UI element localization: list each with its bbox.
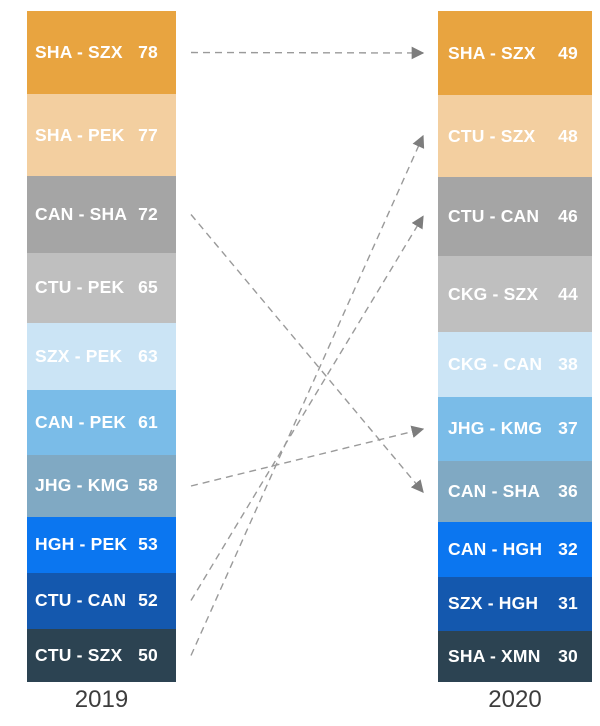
flow-arrow-CAN-SHA (190, 214, 424, 493)
route-value: 44 (558, 283, 578, 304)
route-value: 38 (558, 354, 578, 375)
route-segment-2020-JHG-KMG: JHG - KMG 37 (438, 397, 592, 461)
flow-arrow-CTU-SZX (190, 134, 425, 656)
route-label: CAN - HGH (448, 539, 543, 560)
route-label: CTU - SZX (35, 644, 123, 665)
route-value: 63 (138, 345, 158, 366)
route-label: CTU - CAN (35, 590, 127, 611)
route-label: CAN - SHA (35, 204, 128, 225)
route-segment-2020-CAN-HGH: CAN - HGH 32 (438, 522, 592, 578)
route-segment-2020-SHA-XMN: SHA - XMN 30 (438, 630, 592, 683)
route-value: 49 (558, 42, 578, 63)
route-label: SHA - PEK (35, 124, 125, 145)
route-value: 30 (558, 645, 578, 666)
route-value: 37 (558, 418, 578, 439)
route-value: 72 (138, 204, 158, 225)
route-segment-2019-CTU-CAN: CTU - CAN 52 (27, 573, 176, 629)
flow-arrow-CTU-CAN (190, 215, 424, 601)
route-value: 50 (138, 644, 158, 665)
flow-arrow-SHA-SZX (190, 46, 425, 60)
route-label: CTU - PEK (35, 277, 125, 298)
route-value: 53 (138, 534, 158, 555)
route-segment-2019-SHA-SZX: SHA - SZX 78 (27, 11, 176, 95)
route-value: 31 (558, 593, 578, 614)
route-label: CAN - PEK (35, 411, 127, 432)
route-value: 52 (138, 590, 158, 611)
route-label: SHA - XMN (448, 645, 541, 666)
route-label: CKG - SZX (448, 283, 539, 304)
route-segment-2020-CAN-SHA: CAN - SHA 36 (438, 460, 592, 523)
route-segment-2020-CTU-CAN: CTU - CAN 46 (438, 177, 592, 257)
route-segment-2020-CTU-SZX: CTU - SZX 48 (438, 95, 592, 178)
route-label: SZX - PEK (35, 345, 123, 366)
route-value: 36 (558, 481, 578, 502)
route-value: 65 (138, 277, 158, 298)
route-segment-2020-CKG-SZX: CKG - SZX 44 (438, 256, 592, 332)
route-value: 58 (138, 475, 158, 496)
route-value: 32 (558, 539, 578, 560)
route-segment-2019-CAN-PEK: CAN - PEK 61 (27, 389, 176, 455)
route-label: CTU - SZX (448, 125, 536, 146)
route-segment-2020-SZX-HGH: SZX - HGH 31 (438, 577, 592, 631)
route-segment-2019-CAN-SHA: CAN - SHA 72 (27, 176, 176, 254)
route-label: CTU - CAN (448, 206, 540, 227)
route-value: 61 (138, 411, 158, 432)
route-segment-2020-SHA-SZX: SHA - SZX 49 (438, 11, 592, 96)
route-label: CAN - SHA (448, 481, 541, 502)
route-value: 48 (558, 125, 578, 146)
route-segment-2019-CTU-SZX: CTU - SZX 50 (27, 628, 176, 682)
route-segment-2019-CTU-PEK: CTU - PEK 65 (27, 253, 176, 323)
flow-arrow-JHG-KMG (190, 425, 425, 487)
axis-label-2019: 2019 (74, 686, 129, 713)
route-label: JHG - KMG (448, 418, 543, 439)
route-label: CKG - CAN (448, 354, 543, 375)
stacked-column-2019: SHA - SZX 78 SHA - PEK 77 CAN - SHA 72 CTU - P… (27, 11, 176, 682)
route-segment-2019-SHA-PEK: SHA - PEK 77 (27, 94, 176, 177)
route-value: 46 (558, 206, 578, 227)
route-segment-2019-SZX-PEK: SZX - PEK 63 (27, 322, 176, 390)
route-label: SHA - SZX (35, 42, 123, 63)
stacked-column-2020: SHA - SZX 49 CTU - SZX 48 CTU - CAN 46 CKG - S… (438, 11, 592, 683)
route-segment-2020-CKG-CAN: CKG - CAN 38 (438, 331, 592, 398)
route-label: SHA - SZX (448, 42, 536, 63)
route-segment-2019-HGH-PEK: HGH - PEK 53 (27, 516, 176, 574)
route-value: 78 (138, 42, 158, 63)
route-label: SZX - HGH (448, 593, 539, 614)
route-label: HGH - PEK (35, 534, 128, 555)
route-value: 77 (138, 124, 158, 145)
route-label: JHG - KMG (35, 475, 130, 496)
route-segment-2019-JHG-KMG: JHG - KMG 58 (27, 454, 176, 517)
axis-label-2020: 2020 (488, 686, 542, 713)
